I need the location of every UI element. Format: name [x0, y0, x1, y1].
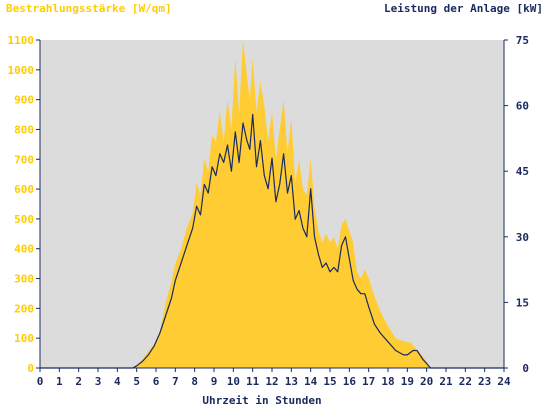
x-tick-label: 21: [439, 375, 453, 388]
x-tick-label: 18: [381, 375, 394, 388]
left-axis-title: Bestrahlungsstärke [W/qm]: [6, 2, 172, 15]
x-tick-label: 15: [323, 375, 336, 388]
x-axis-label: Uhrzeit in Stunden: [202, 394, 321, 407]
left-tick-label: 800: [14, 123, 34, 136]
x-tick-label: 3: [95, 375, 102, 388]
right-tick-label: 0: [522, 362, 529, 375]
x-tick-label: 20: [420, 375, 433, 388]
x-tick-label: 7: [172, 375, 179, 388]
right-axis-title: Leistung der Anlage [kW]: [384, 2, 543, 15]
x-tick-label: 11: [246, 375, 260, 388]
irradiance-area: [40, 40, 504, 368]
right-tick-label: 45: [516, 165, 529, 178]
left-tick-label: 0: [27, 362, 34, 375]
x-tick-label: 9: [211, 375, 218, 388]
x-tick-label: 2: [75, 375, 82, 388]
left-tick-label: 1000: [8, 64, 35, 77]
x-tick-label: 0: [37, 375, 44, 388]
right-tick-label: 60: [516, 100, 529, 113]
left-tick-label: 500: [14, 213, 34, 226]
x-tick-label: 12: [265, 375, 278, 388]
x-tick-label: 23: [478, 375, 491, 388]
left-tick-label: 700: [14, 153, 34, 166]
left-tick-label: 600: [14, 183, 34, 196]
x-tick-label: 10: [227, 375, 240, 388]
power-line: [40, 113, 504, 369]
left-tick-label: 1100: [8, 34, 35, 47]
x-tick-label: 8: [191, 375, 198, 388]
x-tick-label: 24: [497, 375, 511, 388]
x-tick-label: 6: [153, 375, 160, 388]
x-tick-label: 4: [114, 375, 121, 388]
x-tick-label: 5: [133, 375, 140, 388]
x-tick-label: 14: [304, 375, 318, 388]
x-tick-label: 16: [343, 375, 357, 388]
x-tick-label: 13: [285, 375, 298, 388]
right-tick-label: 75: [516, 34, 529, 47]
left-tick-label: 900: [14, 94, 34, 107]
left-tick-label: 100: [14, 332, 34, 345]
left-tick-label: 200: [14, 302, 34, 315]
x-tick-label: 22: [459, 375, 472, 388]
left-tick-label: 400: [14, 243, 34, 256]
left-tick-label: 300: [14, 273, 34, 286]
right-tick-label: 15: [516, 296, 529, 309]
x-tick-label: 19: [401, 375, 414, 388]
right-tick-label: 30: [516, 231, 529, 244]
x-tick-label: 1: [56, 375, 63, 388]
x-tick-label: 17: [362, 375, 375, 388]
